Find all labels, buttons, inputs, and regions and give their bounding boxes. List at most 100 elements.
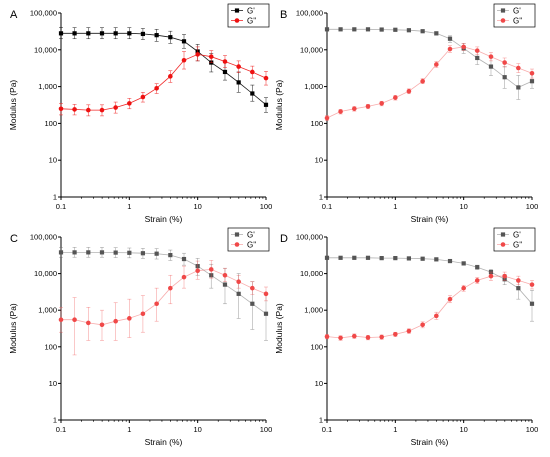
y-tick-label: 100 [44, 342, 57, 351]
data-point [236, 80, 241, 85]
data-point [250, 91, 255, 96]
data-point [379, 256, 384, 261]
y-tick-label: 100,000 [30, 9, 57, 18]
data-point [365, 335, 371, 340]
data-point [447, 36, 453, 41]
data-point [127, 31, 132, 36]
data-point [434, 313, 439, 319]
data-point [113, 318, 118, 324]
data-point [338, 335, 343, 341]
data-point [324, 115, 330, 121]
data-point [72, 107, 77, 112]
data-point [168, 35, 173, 40]
data-point [181, 39, 187, 44]
data-point [352, 27, 357, 32]
data-point [113, 105, 118, 110]
data-point [208, 54, 214, 59]
x-tick-label: 1 [393, 202, 397, 211]
y-tick-label: 100,000 [30, 233, 57, 242]
y-tick-label: 1 [319, 416, 323, 425]
legend-label: G'' [247, 17, 257, 26]
data-point [154, 85, 159, 91]
data-point [263, 102, 269, 107]
data-point [222, 272, 228, 278]
data-point [127, 316, 132, 321]
panel-label: A [10, 9, 18, 21]
y-tick-label: 1 [53, 193, 57, 202]
panel-label: D [280, 233, 288, 245]
data-point [474, 278, 480, 283]
legend-label: G' [247, 7, 255, 16]
x-tick-label: 100 [526, 202, 539, 211]
legend-label: G'' [247, 241, 257, 250]
data-point [379, 27, 384, 32]
data-point [236, 279, 241, 285]
legend-marker [500, 8, 506, 13]
data-point [86, 107, 91, 113]
data-point [420, 256, 425, 261]
data-point [461, 285, 466, 291]
y-tick-label: 1 [53, 416, 57, 425]
data-point [502, 273, 507, 279]
data-point [127, 101, 132, 106]
x-tick-label: 0.1 [322, 202, 332, 211]
data-point [488, 54, 494, 59]
legend-marker [234, 232, 240, 237]
data-point [58, 31, 64, 36]
data-point [113, 250, 118, 255]
data-point [140, 251, 146, 256]
data-point [338, 27, 343, 32]
y-tick-label: 100,000 [296, 233, 323, 242]
data-point [488, 64, 494, 69]
legend-marker [234, 18, 240, 23]
data-point [236, 291, 241, 296]
y-tick-label: 1,000 [38, 306, 57, 315]
data-point [365, 27, 371, 32]
data-point [474, 48, 480, 53]
y-tick-label: 10,000 [300, 45, 323, 54]
data-point [181, 256, 187, 262]
data-point [420, 29, 425, 34]
data-point [516, 65, 521, 71]
data-point [324, 27, 330, 32]
x-tick-label: 0.1 [56, 202, 66, 211]
data-point [529, 70, 535, 76]
data-point [434, 31, 439, 36]
data-point [475, 265, 480, 270]
y-tick-label: 10 [315, 379, 323, 388]
x-tick-label: 1 [127, 425, 131, 434]
legend-label: G'' [513, 241, 523, 250]
data-point [447, 258, 453, 264]
data-point [250, 301, 255, 306]
data-point [379, 101, 384, 106]
data-point [352, 333, 357, 339]
data-point [263, 291, 269, 297]
data-point [529, 282, 535, 287]
legend-label: G' [247, 231, 255, 240]
data-point [263, 75, 269, 81]
data-point [222, 59, 228, 64]
data-point [168, 285, 173, 291]
x-tick-label: 10 [193, 202, 201, 211]
data-point [181, 274, 187, 280]
data-point [406, 88, 412, 94]
data-point [140, 31, 146, 37]
data-point [181, 57, 187, 63]
data-point [222, 69, 228, 75]
x-tick-label: 100 [260, 425, 273, 434]
data-point [324, 334, 330, 339]
y-tick-label: 10,000 [300, 269, 323, 278]
y-axis-title: Modulus (Pa) [274, 303, 284, 354]
series-line [61, 32, 267, 106]
data-point [516, 278, 521, 283]
data-point [406, 256, 412, 261]
y-axis-title: Modulus (Pa) [8, 80, 18, 131]
y-tick-label: 10 [49, 379, 57, 388]
data-point [447, 296, 453, 302]
y-tick-label: 10 [49, 156, 57, 165]
series-line [60, 53, 267, 111]
y-tick-label: 100 [310, 119, 323, 128]
data-point [475, 55, 480, 61]
data-point [393, 27, 398, 32]
